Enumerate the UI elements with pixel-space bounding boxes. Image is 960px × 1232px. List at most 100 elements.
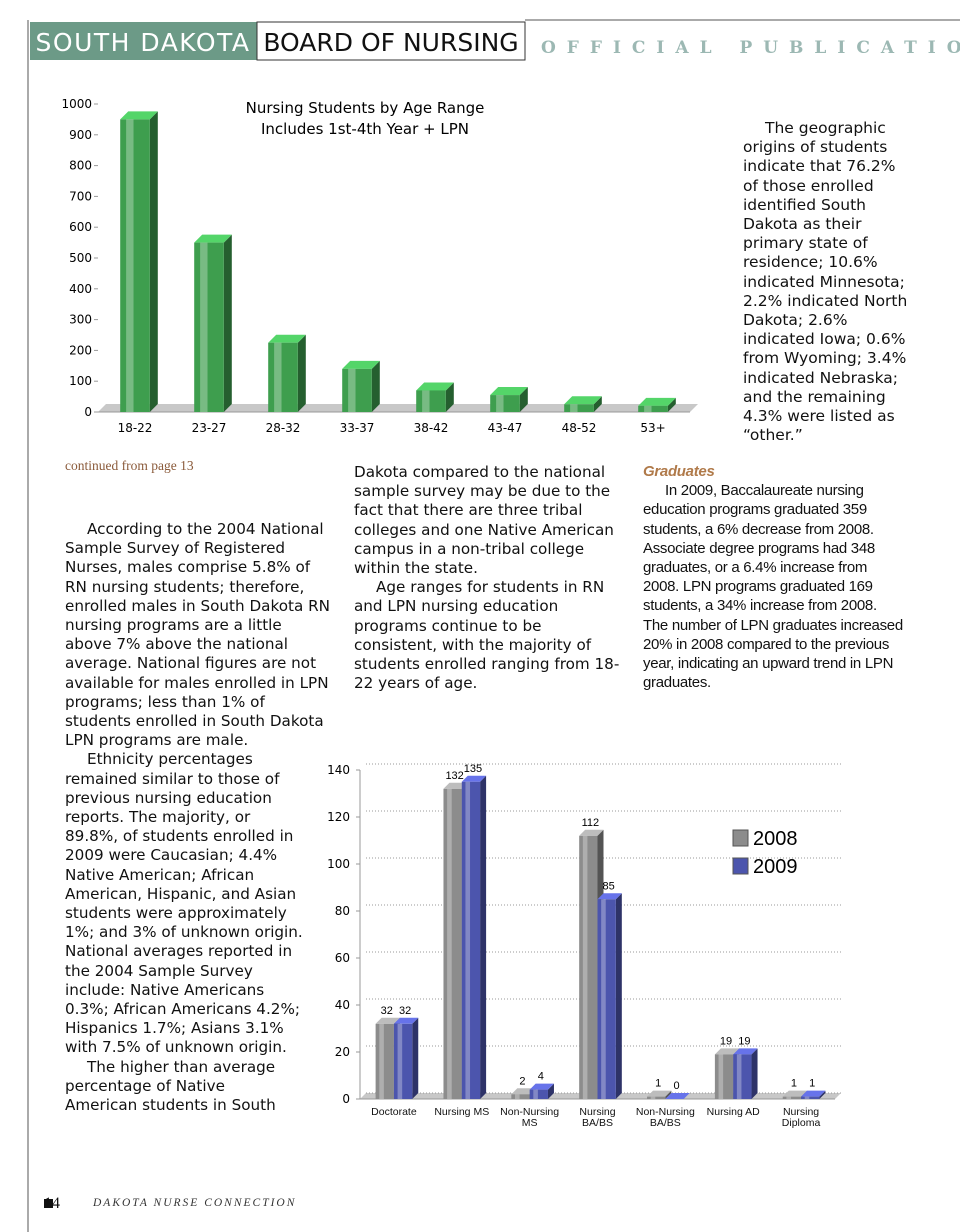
header-band [30, 22, 257, 60]
value-label: 2 [519, 1075, 525, 1087]
bar-top [443, 782, 468, 789]
bar-top [375, 1017, 400, 1024]
publication-name: DAKOTA NURSE CONNECTION [93, 1197, 297, 1209]
paragraph: The higher than average percentage of Na… [65, 1057, 276, 1115]
x-tick-label: Doctorate [371, 1106, 417, 1118]
bar-top [120, 111, 158, 120]
bar-shine [582, 835, 588, 1099]
paragraph: In 2009, Baccalaureate nursing education… [643, 482, 903, 692]
bar [461, 781, 481, 1099]
bar-shine [379, 1023, 384, 1099]
bar-shine [397, 1023, 403, 1099]
paragraph: Age ranges for students in RN and LPN nu… [354, 578, 620, 693]
x-tick-label: 53+ [640, 421, 665, 435]
bar-side [223, 234, 232, 412]
bar [647, 1096, 666, 1099]
bar-top [597, 893, 622, 900]
y-tick-label: 300 [69, 313, 92, 327]
bar-top [733, 1048, 758, 1055]
value-label: 1 [809, 1078, 815, 1090]
bar [511, 1094, 530, 1099]
y-tick-label: 120 [327, 810, 350, 824]
y-tick-label: 700 [69, 189, 92, 203]
bar-top [564, 396, 602, 405]
footer-square [44, 1199, 53, 1208]
paragraph: Dakota compared to the national sample s… [354, 463, 614, 578]
bar-shine [786, 1096, 791, 1099]
value-label: 32 [399, 1005, 411, 1017]
bar-side [480, 775, 487, 1099]
bar-side [547, 1083, 554, 1099]
bar-shine [422, 390, 430, 412]
x-tick-label: 28-32 [266, 421, 301, 435]
bar-top [647, 1090, 672, 1097]
bar [733, 1054, 752, 1099]
bar-shine [736, 1054, 742, 1099]
heading: Graduates [643, 463, 715, 480]
value-label: 1 [655, 1078, 661, 1090]
paragraph: According to the 2004 National Sample Su… [65, 520, 331, 750]
bar-top [194, 234, 232, 243]
y-tick-label: 80 [335, 904, 350, 918]
bar-side [519, 387, 528, 412]
bar [375, 1023, 394, 1099]
bar-shine [650, 1096, 656, 1099]
x-tick-label: 23-27 [192, 421, 227, 435]
bar-shine [274, 342, 282, 412]
bar-shine [348, 368, 356, 412]
bar-side [667, 397, 676, 412]
bar-shine [465, 781, 471, 1099]
bar [194, 242, 224, 412]
header-box [256, 21, 526, 61]
y-tick-label: 0 [342, 1092, 350, 1106]
x-tick-label: 38-42 [414, 421, 449, 435]
x-tick-label: 33-37 [340, 421, 375, 435]
chart-title: Nursing Students by Age Range [246, 99, 485, 117]
bar-top [393, 1017, 419, 1024]
y-tick-label: 1000 [61, 97, 92, 111]
y-tick-label: 900 [69, 128, 92, 142]
chart-subtitle: Includes 1st-4th Year + LPN [261, 120, 469, 138]
bar-shine [126, 119, 134, 413]
y-tick-label: 20 [335, 1045, 350, 1059]
y-tick-label: 100 [327, 857, 350, 871]
bar [782, 1096, 802, 1099]
x-tick-label: Nursing AD [706, 1106, 760, 1118]
bar-top [665, 1093, 690, 1099]
bar-shine [533, 1089, 538, 1099]
bar [579, 835, 598, 1099]
bar-top [529, 1083, 554, 1090]
x-tick-label: 18-22 [118, 421, 153, 435]
header-tagline: OFFICIAL PUBLICATION [541, 38, 960, 58]
value-label: 112 [582, 817, 600, 829]
bar-top [638, 397, 676, 406]
bar [564, 404, 594, 412]
value-label: 0 [673, 1080, 679, 1092]
column-2: Dakota compared to the national sample s… [354, 463, 622, 693]
continued-note: continued from page 13 [65, 458, 194, 473]
bar-side [445, 382, 454, 412]
y-tick-label: 100 [69, 374, 92, 388]
column-3: Graduates In 2009, Baccalaureate nursing… [643, 462, 905, 692]
bar-shine [447, 788, 452, 1099]
sidebar-text: The geographic origins of students indic… [743, 119, 908, 445]
y-tick-label: 0 [84, 405, 92, 419]
bar-top [490, 387, 528, 396]
x-tick-label: Nursing BA/BS [579, 1106, 616, 1129]
x-tick-label: 48-52 [562, 421, 597, 435]
legend-label: 2009 [753, 856, 798, 878]
bar-top [579, 829, 604, 836]
bar [638, 405, 668, 412]
bar-side [665, 1090, 672, 1099]
bar-shine [514, 1094, 520, 1099]
y-tick-label: 60 [335, 951, 350, 965]
y-tick-label: 600 [69, 220, 92, 234]
value-label: 135 [464, 763, 482, 775]
bar-side [751, 1048, 758, 1099]
bar [443, 788, 462, 1099]
bar-top [714, 1048, 740, 1055]
header-board: BOARD OF NURSING [263, 28, 518, 57]
bar-shine [200, 242, 208, 412]
bar-top [511, 1088, 536, 1095]
